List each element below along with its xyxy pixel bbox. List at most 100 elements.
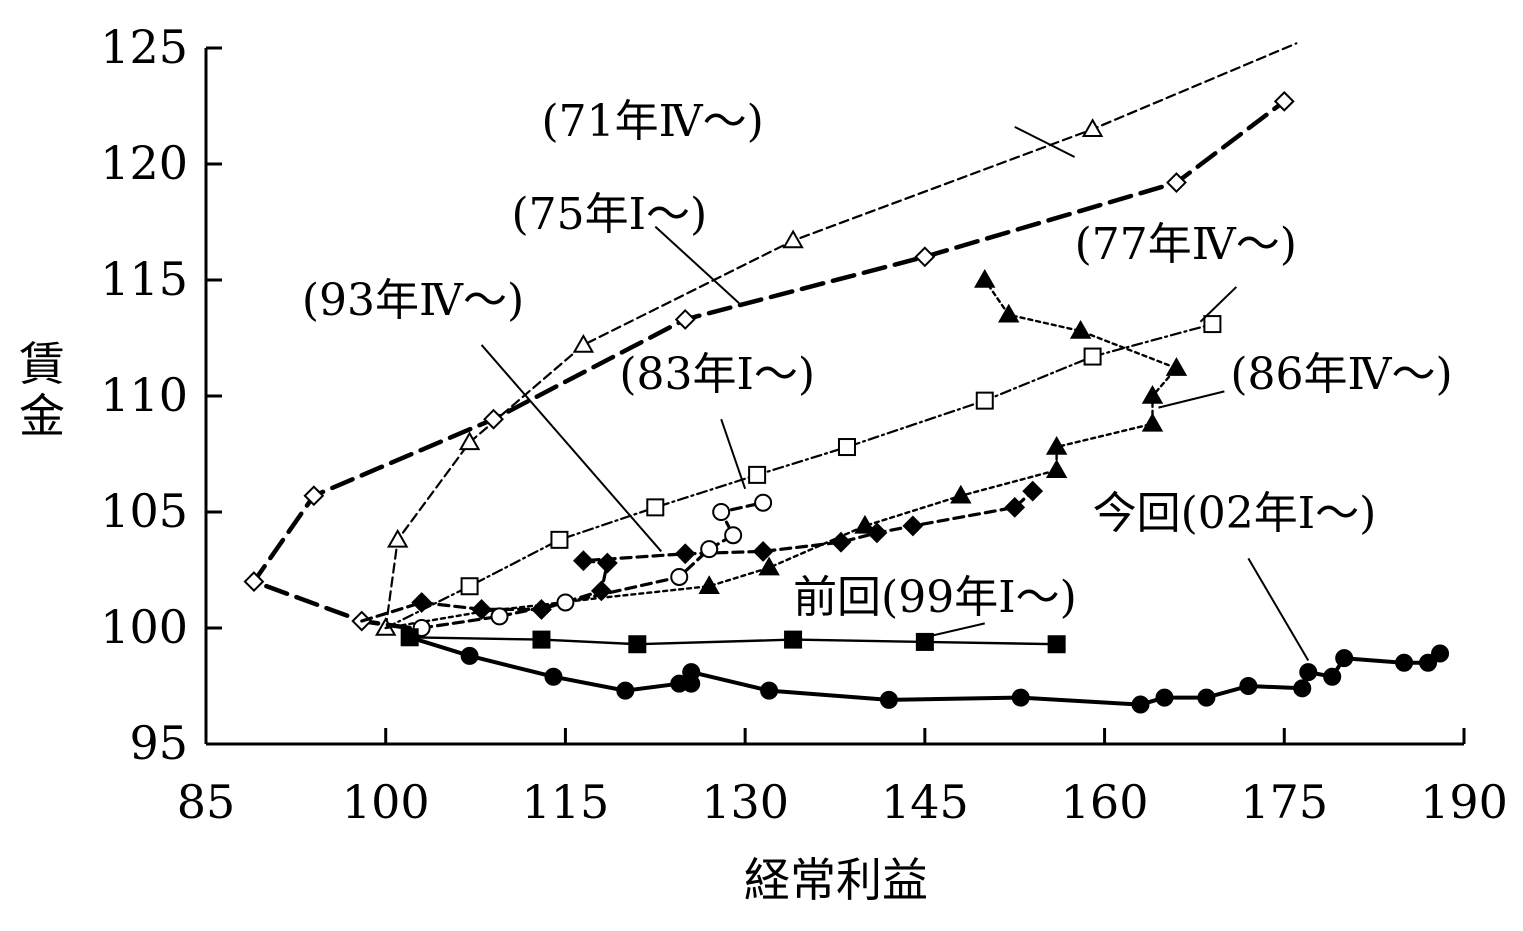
data-point — [556, 593, 575, 612]
data-point — [879, 690, 898, 709]
annotation-leader — [654, 225, 740, 304]
series-4 — [360, 480, 1044, 623]
annotation-label: (86年Ⅳ～) — [1230, 349, 1452, 400]
series-5 — [412, 493, 773, 637]
data-point — [1155, 688, 1174, 707]
series-layer — [243, 42, 1450, 714]
data-point — [974, 268, 996, 288]
annotation-leader — [720, 418, 747, 490]
annotation-label: (71年Ⅳ～) — [541, 96, 763, 147]
data-point — [550, 530, 569, 549]
y-axis-title-char: 金 — [19, 389, 65, 443]
data-point — [914, 246, 936, 268]
ticks: 85 100 115 130 145 160 175 190 95 100 105 110 115 120… — [100, 20, 1508, 829]
data-point — [483, 408, 504, 430]
data-point — [1323, 667, 1342, 686]
data-point — [572, 550, 594, 572]
data-point — [471, 599, 492, 620]
annotation-leader — [1247, 557, 1310, 661]
data-point — [1083, 347, 1102, 366]
series-1 — [243, 90, 1295, 632]
annotation-label: (75年Ⅰ～) — [512, 189, 708, 240]
data-point — [1431, 644, 1450, 663]
data-point — [1419, 653, 1438, 672]
annotation-label: (93年Ⅳ～) — [302, 275, 524, 326]
data-point — [950, 484, 972, 504]
data-point — [698, 575, 720, 594]
data-point — [1335, 649, 1354, 668]
data-point — [460, 646, 479, 665]
y-tick-label: 100 — [100, 600, 188, 654]
data-point — [1045, 459, 1068, 478]
annotation-leader — [1199, 286, 1238, 323]
data-point — [1165, 357, 1188, 376]
x-tick-label: 175 — [1240, 775, 1328, 829]
data-point — [754, 493, 773, 512]
x-tick-label: 115 — [522, 775, 610, 829]
annotation-label: (83年Ⅰ～) — [619, 349, 815, 400]
data-point — [748, 465, 767, 484]
data-point — [712, 503, 731, 521]
data-point — [544, 667, 563, 686]
x-tick-label: 130 — [701, 775, 789, 829]
data-point — [724, 526, 743, 545]
data-point — [782, 229, 804, 249]
data-point — [460, 577, 479, 596]
data-point — [1069, 320, 1092, 339]
data-point — [386, 528, 409, 548]
data-point — [1022, 480, 1044, 502]
series-7 — [407, 635, 1450, 714]
data-point — [1131, 695, 1150, 714]
data-point — [866, 522, 888, 544]
y-tick-label: 125 — [100, 20, 188, 74]
data-point — [674, 543, 696, 565]
series-2 — [384, 315, 1222, 630]
data-point — [616, 681, 635, 700]
data-point — [1273, 90, 1295, 112]
data-point — [830, 531, 852, 553]
data-point — [303, 485, 325, 507]
data-point — [915, 632, 934, 651]
data-point — [682, 663, 701, 682]
data-point — [1004, 496, 1026, 518]
data-point — [670, 567, 689, 586]
data-point — [411, 592, 433, 613]
x-tick-label: 190 — [1420, 775, 1508, 829]
annotation-leader — [1158, 390, 1225, 409]
annotations: (71年Ⅳ～) (75年Ⅰ～) (77年Ⅳ～) (93年Ⅳ～) (83年Ⅰ～) (86年Ⅳ… — [302, 96, 1453, 661]
annotation-label: 前回(99年Ⅰ～) — [793, 572, 1077, 623]
data-point — [646, 498, 665, 517]
data-point — [1299, 663, 1318, 682]
y-tick-label: 95 — [129, 716, 188, 770]
y-tick-label: 120 — [100, 136, 188, 190]
annotation-label: 今回(02年Ⅰ～) — [1093, 488, 1377, 539]
annotation-leader — [480, 344, 663, 553]
data-point — [1197, 688, 1216, 707]
x-tick-label: 145 — [881, 775, 969, 829]
y-tick-label: 115 — [100, 252, 188, 306]
data-point — [674, 309, 696, 330]
data-point — [1141, 412, 1164, 432]
data-point — [1047, 635, 1066, 654]
data-point — [532, 630, 551, 649]
x-tick-label: 85 — [177, 775, 236, 829]
data-point — [1293, 679, 1312, 698]
data-point — [752, 541, 774, 562]
y-axis-title-char: 賃 — [19, 337, 65, 391]
data-point — [854, 514, 876, 534]
data-point — [1081, 118, 1104, 137]
y-axis-title: 賃金 — [19, 337, 65, 443]
data-point — [760, 681, 779, 700]
series-line — [408, 636, 1058, 646]
data-point — [1395, 653, 1414, 672]
x-tick-label: 160 — [1061, 775, 1149, 829]
data-point — [572, 333, 595, 353]
data-point — [490, 607, 509, 626]
data-point — [700, 540, 719, 559]
data-point — [975, 391, 994, 410]
data-point — [458, 431, 481, 451]
data-point — [758, 556, 780, 576]
series-3 — [384, 268, 1188, 630]
data-point — [628, 635, 647, 654]
x-axis-title: 経常利益 — [744, 853, 928, 907]
